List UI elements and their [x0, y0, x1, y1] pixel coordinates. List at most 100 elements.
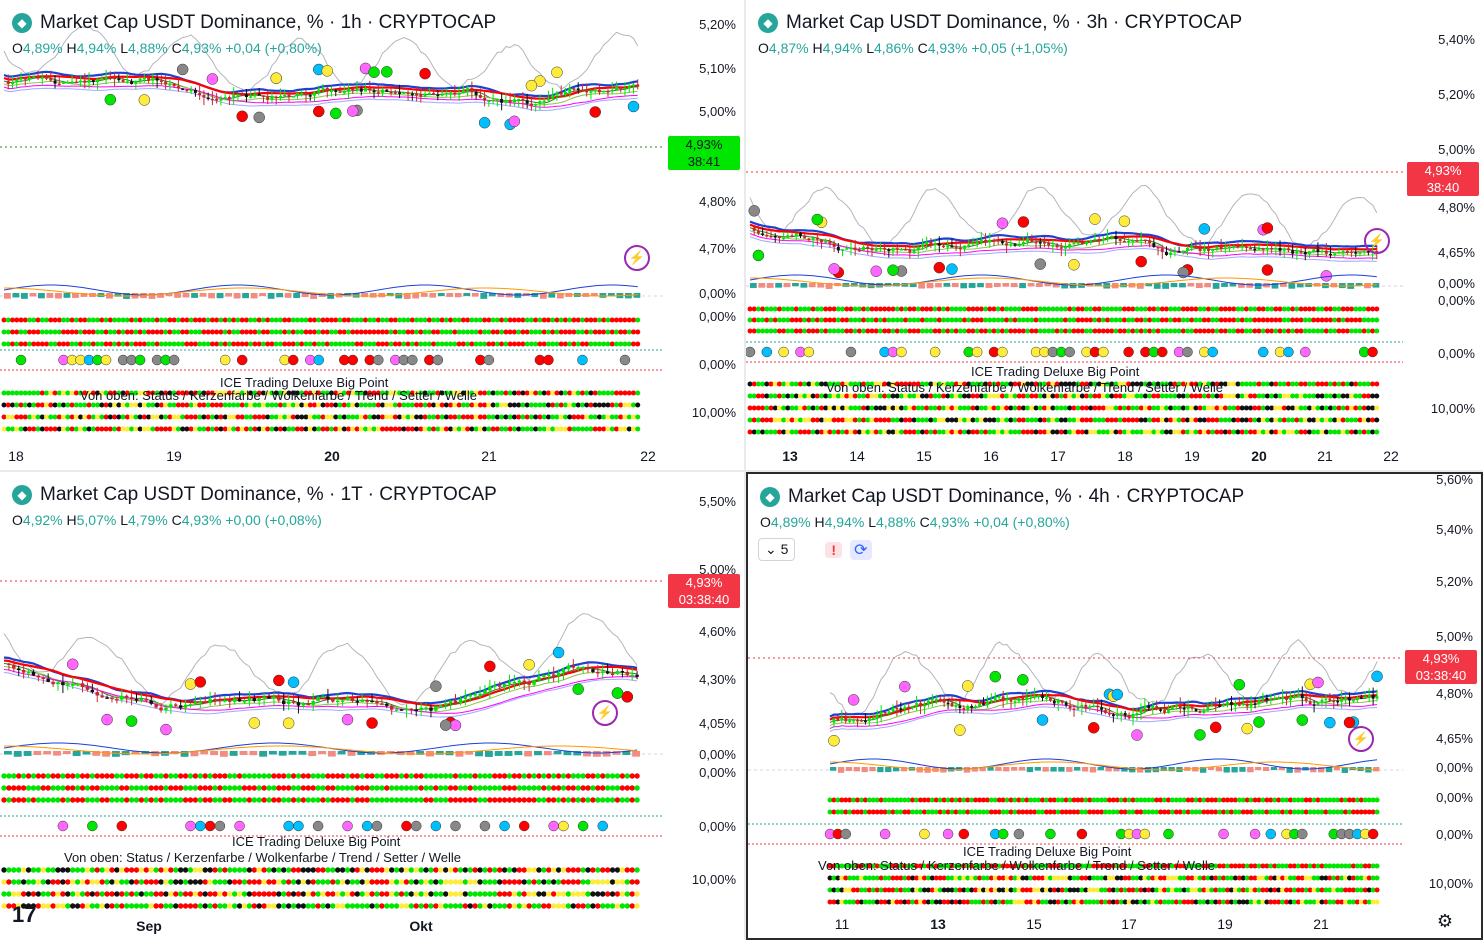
status-dot	[629, 867, 635, 873]
status-dot	[1370, 429, 1376, 435]
chart-panel-3h[interactable]: ◆ Market Cap USDT Dominance, % · 3h · CRY…	[746, 0, 1483, 470]
histogram-bar	[92, 751, 101, 756]
status-dot	[1252, 417, 1258, 423]
signal-dot	[87, 820, 98, 832]
status-dot	[634, 867, 640, 873]
status-dot	[354, 903, 361, 909]
histogram-bar	[935, 283, 942, 288]
status-dot	[1126, 381, 1132, 387]
status-dot	[1138, 417, 1144, 423]
status-dot	[873, 317, 879, 323]
status-dot	[202, 785, 208, 791]
status-dot	[1281, 405, 1287, 411]
candle-body	[45, 77, 49, 79]
status-dot	[622, 390, 628, 396]
chart-canvas-3h[interactable]	[746, 0, 1403, 444]
status-dot	[329, 341, 335, 347]
status-dot	[957, 328, 963, 334]
signal-dot	[371, 820, 383, 832]
status-dot	[197, 414, 203, 420]
lightning-icon[interactable]: ⚡	[1364, 228, 1390, 254]
status-dot	[924, 381, 930, 387]
status-dot	[1210, 393, 1216, 399]
histogram-bar	[1002, 283, 1010, 287]
status-dot	[789, 405, 795, 411]
price-axis[interactable]: 5,20% 5,10% 5,00% 4,80% 4,70% 0,00% 0,00…	[664, 0, 744, 470]
chart-panel-1h[interactable]: ◆ Market Cap USDT Dominance, % · 1h · CRY…	[0, 0, 744, 470]
candle-body	[605, 671, 610, 674]
lightning-icon[interactable]: ⚡	[592, 700, 618, 726]
tradingview-logo-icon[interactable]: 17	[12, 902, 37, 927]
status-dot	[565, 891, 572, 897]
status-dot	[1058, 417, 1064, 423]
status-dot	[182, 785, 189, 791]
candle-body	[266, 96, 270, 100]
time-axis[interactable]: 18 19 20 21 22	[0, 444, 664, 470]
status-dot	[414, 390, 420, 396]
status-dot	[590, 867, 596, 873]
status-dot	[848, 381, 854, 387]
status-dot	[265, 402, 271, 408]
signal-dot	[248, 717, 261, 729]
status-dot	[1050, 405, 1056, 411]
status-dot	[482, 317, 488, 323]
time-axis[interactable]: 13 14 15 16 17 18 19 20 21 22	[746, 444, 1403, 470]
status-dot	[1315, 328, 1321, 334]
status-dot	[231, 797, 238, 803]
candle-body	[295, 93, 299, 97]
status-dot	[886, 417, 892, 423]
chart-panel-1d[interactable]: ◆ Market Cap USDT Dominance, % · 1T · CRY…	[0, 472, 744, 940]
time-tick: 22	[640, 448, 656, 464]
status-dot	[192, 891, 199, 897]
chart-panel-4h[interactable]: ◆ Market Cap USDT Dominance, % · 4h · CRY…	[746, 472, 1483, 940]
status-dot	[271, 903, 277, 909]
candle-body	[1177, 251, 1181, 253]
time-tick: Sep	[136, 918, 162, 934]
status-dot	[521, 903, 527, 909]
candle-body	[423, 93, 427, 97]
status-dot	[928, 306, 934, 312]
status-dot	[894, 317, 900, 323]
price-axis[interactable]: 5,40% 5,20% 5,00% 4,80% 4,65% 0,00% 0,00…	[1403, 0, 1483, 470]
histogram-bar	[484, 751, 493, 757]
chart-canvas-4h[interactable]	[748, 474, 1403, 914]
candle-body	[811, 237, 815, 241]
candle-body	[183, 704, 188, 708]
status-dot	[793, 393, 799, 399]
status-dot	[154, 329, 160, 335]
price-axis[interactable]: 5,50% 5,00% 4,60% 4,30% 4,05% 0,00% 0,00…	[664, 472, 744, 940]
status-dot	[273, 317, 279, 323]
histogram-bar	[633, 293, 641, 298]
status-dot	[957, 405, 963, 411]
candle-body	[1375, 696, 1379, 699]
status-dot	[294, 426, 300, 432]
status-dot	[496, 891, 503, 897]
time-axis[interactable]: Sep Okt	[0, 914, 664, 940]
candle-body	[1316, 702, 1320, 705]
tether-logo-icon: ◆	[12, 485, 32, 505]
status-dot	[128, 879, 135, 885]
status-dot	[1218, 306, 1224, 312]
status-dot	[1025, 405, 1031, 411]
candle-body	[274, 96, 278, 99]
candle-body	[1329, 253, 1332, 256]
status-dot	[239, 402, 245, 408]
status-dot	[1365, 405, 1371, 411]
status-dot	[1319, 429, 1325, 435]
candle-body	[782, 237, 786, 240]
status-dot	[251, 785, 257, 791]
lightning-icon[interactable]: ⚡	[624, 245, 650, 271]
status-dot	[928, 381, 934, 387]
status-dot	[533, 390, 539, 396]
status-dot	[39, 402, 45, 408]
status-dot	[27, 341, 33, 347]
chart-canvas-1d[interactable]	[0, 472, 664, 914]
status-dot	[1088, 328, 1094, 334]
status-dot	[861, 328, 867, 334]
status-dot	[158, 317, 164, 323]
status-dot	[222, 402, 228, 408]
status-dot	[1374, 328, 1380, 334]
status-dot	[120, 390, 126, 396]
chart-canvas-1h[interactable]	[0, 0, 664, 444]
status-dot	[241, 903, 248, 909]
